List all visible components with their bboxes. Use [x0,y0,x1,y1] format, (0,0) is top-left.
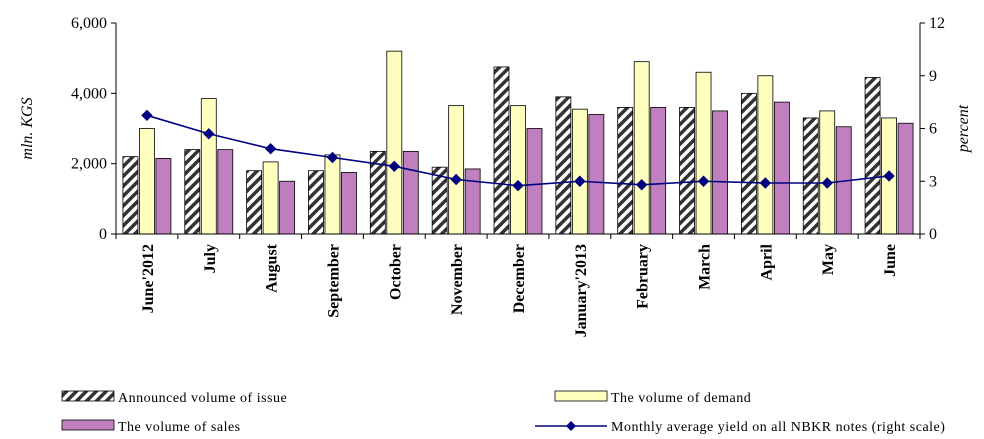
bar-announced-volume-of-issue-0 [123,157,138,234]
right-tick-label-4: 12 [929,15,945,32]
right-tick-label-0: 0 [929,226,937,243]
bar-announced-volume-of-issue-6 [494,67,509,234]
legend: Announced volume of issue The volume of d… [62,391,945,435]
bar-the-volume-of-demand-1 [201,99,216,234]
bar-announced-volume-of-issue-2 [247,171,262,234]
bar-announced-volume-of-issue-10 [741,93,756,234]
plot-area [123,51,913,234]
bar-announced-volume-of-issue-1 [185,150,200,234]
bar-the-volume-of-demand-11 [820,111,835,234]
legend-label-2: The volume of sales [118,420,241,435]
x-tick-label-3: September [325,244,342,318]
x-tick-label-0: June'2012 [140,244,157,313]
legend-label-3: Monthly average yield on all NBKR notes … [611,420,945,435]
bar-the-volume-of-demand-3 [325,155,340,234]
bar-announced-volume-of-issue-8 [618,107,633,234]
bar-the-volume-of-demand-7 [572,109,587,234]
bar-the-volume-of-demand-0 [139,129,154,235]
legend-label-1: The volume of demand [611,391,751,406]
bar-announced-volume-of-issue-11 [803,118,818,234]
left-tick-label-3: 6,000 [71,15,107,32]
right-axis-title: percent [955,104,972,153]
bar-the-volume-of-sales-9 [713,111,728,234]
x-tick-label-7: January'2013 [573,244,590,337]
bar-the-volume-of-demand-10 [758,76,773,234]
right-tick-label-2: 6 [929,121,937,138]
left-tick-label-0: 0 [99,226,107,243]
x-tick-label-6: December [511,244,528,313]
legend-swatch-0 [62,391,114,401]
bar-the-volume-of-sales-0 [156,158,171,234]
x-tick-label-2: August [264,243,281,293]
left-axis-title: mln. KGS [19,97,36,159]
bar-the-volume-of-sales-10 [774,102,789,234]
bar-announced-volume-of-issue-9 [680,107,695,234]
legend-label-0: Announced volume of issue [118,391,287,406]
right-tick-label-3: 9 [929,68,937,85]
bar-the-volume-of-sales-8 [651,107,666,234]
left-tick-label-1: 2,000 [71,156,107,173]
bar-the-volume-of-demand-5 [449,106,464,234]
legend-swatch-2 [62,420,114,430]
bar-the-volume-of-sales-6 [527,129,542,235]
x-tick-label-11: May [820,244,837,275]
bar-the-volume-of-sales-1 [218,150,233,234]
bar-announced-volume-of-issue-12 [865,78,880,234]
bar-the-volume-of-demand-4 [387,51,402,234]
x-tick-label-8: February [635,244,652,309]
bar-the-volume-of-sales-7 [589,114,604,234]
x-tick-label-5: November [449,244,466,315]
bar-the-volume-of-sales-5 [465,169,480,234]
bar-the-volume-of-sales-2 [280,181,295,234]
yield-point-0 [142,110,152,120]
bar-the-volume-of-sales-4 [403,151,418,234]
x-tick-label-4: October [387,244,404,300]
bar-the-volume-of-demand-2 [263,162,278,234]
x-tick-label-9: March [697,244,714,290]
right-tick-label-1: 3 [929,173,937,190]
bar-the-volume-of-sales-3 [341,172,356,234]
legend-marker-3 [566,421,576,431]
x-tick-label-12: June [882,244,899,277]
yield-point-2 [266,144,276,154]
x-tick-label-10: April [758,243,775,280]
bar-the-volume-of-demand-6 [511,106,526,234]
legend-swatch-1 [555,391,607,401]
bar-announced-volume-of-issue-7 [556,97,571,234]
bar-the-volume-of-demand-9 [696,72,711,234]
bar-announced-volume-of-issue-3 [308,171,323,234]
x-tick-label-1: July [202,244,219,273]
bar-the-volume-of-sales-12 [898,123,913,234]
bar-the-volume-of-demand-8 [634,62,649,234]
left-tick-label-2: 4,000 [71,85,107,102]
